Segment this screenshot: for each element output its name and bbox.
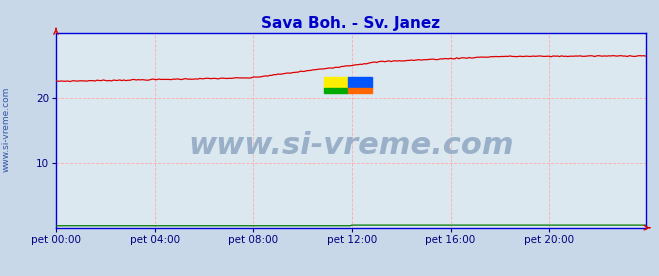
- Bar: [324, 77, 348, 87]
- Bar: [324, 87, 348, 93]
- Bar: [348, 77, 372, 87]
- Text: www.si-vreme.com: www.si-vreme.com: [2, 87, 11, 172]
- Text: www.si-vreme.com: www.si-vreme.com: [188, 131, 514, 160]
- Title: Sava Boh. - Sv. Janez: Sava Boh. - Sv. Janez: [262, 15, 440, 31]
- Bar: [348, 87, 372, 93]
